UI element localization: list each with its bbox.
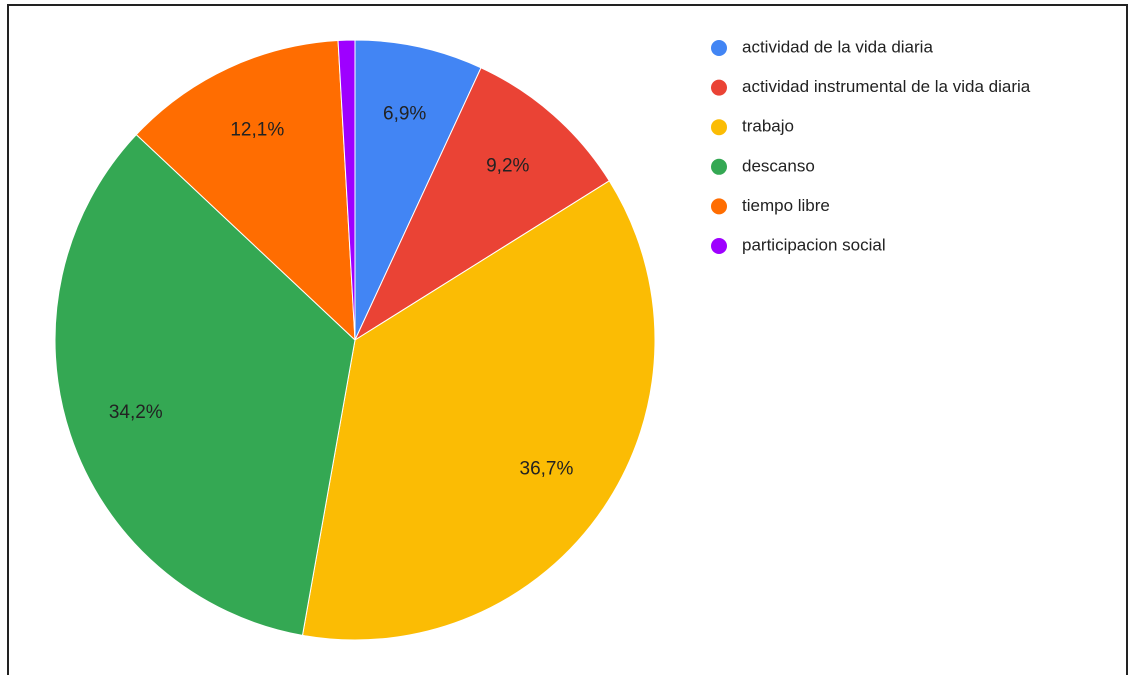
pie-slice: [337, 39, 356, 341]
legend-label: participacion social: [742, 235, 886, 254]
legend-swatch: [711, 119, 727, 136]
pie-slice: [54, 133, 356, 636]
legend-swatch: [711, 40, 727, 56]
pie-slice: [135, 39, 356, 342]
legend-swatch: [711, 79, 727, 96]
legend-label: descanso: [742, 156, 815, 175]
slice-label: 12,1%: [230, 120, 284, 141]
pie-slice: [354, 39, 482, 341]
legend-label: tiempo libre: [742, 196, 830, 215]
legend-label: trabajo: [742, 117, 794, 136]
pie-slice: [301, 180, 656, 641]
pie-slice: [353, 67, 610, 342]
legend-swatch: [711, 238, 727, 254]
legend-label: actividad de la vida diaria: [742, 37, 933, 56]
slice-label: 34,2%: [109, 402, 163, 423]
slice-label: 6,9%: [383, 103, 426, 124]
legend-swatch: [711, 158, 727, 175]
slice-label: 36,7%: [520, 458, 574, 479]
slice-label: 9,2%: [486, 156, 529, 177]
legend-swatch: [711, 198, 727, 215]
legend-label: actividad instrumental de la vida diaria: [742, 77, 1031, 96]
